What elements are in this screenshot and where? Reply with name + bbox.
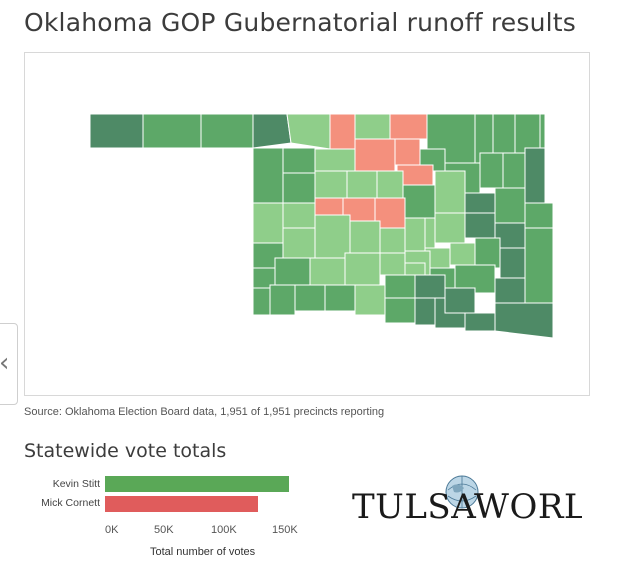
county-cherokee[interactable] xyxy=(494,187,526,224)
x-axis-label: Total number of votes xyxy=(150,546,256,558)
county-tillman[interactable] xyxy=(294,284,326,312)
county-choctaw[interactable] xyxy=(464,312,496,332)
county-garfield[interactable] xyxy=(354,138,396,172)
x-tick-2: 100K xyxy=(211,524,237,536)
county-okmulgee[interactable] xyxy=(434,212,466,244)
county-woods[interactable] xyxy=(286,113,331,150)
county-grady[interactable] xyxy=(349,220,381,254)
county-pottawatomie[interactable] xyxy=(404,217,426,252)
county-latimer[interactable] xyxy=(499,247,526,279)
county-kingfisher[interactable] xyxy=(346,170,378,199)
county-okfuskee[interactable] xyxy=(424,217,436,249)
county-wagoner[interactable] xyxy=(464,192,496,214)
county-delaware[interactable] xyxy=(524,147,546,204)
chevron-left-icon: ‹ xyxy=(0,348,10,378)
oklahoma-county-map[interactable] xyxy=(25,53,589,395)
county-major[interactable] xyxy=(314,148,356,172)
county-lincoln[interactable] xyxy=(402,184,436,219)
x-tick-3: 150K xyxy=(272,524,298,536)
county-johnston[interactable] xyxy=(414,274,446,299)
county-harper[interactable] xyxy=(252,113,292,149)
county-mccurtain[interactable] xyxy=(494,302,554,339)
county-craig[interactable] xyxy=(514,113,541,154)
page-title: Oklahoma GOP Gubernatorial runoff result… xyxy=(24,8,577,37)
tulsa-world-logo: TULSA WORLD xyxy=(352,470,614,530)
county-washita[interactable] xyxy=(282,227,316,259)
county-roger-mills[interactable] xyxy=(252,202,284,244)
county-caddo[interactable] xyxy=(314,214,351,259)
county-ellis[interactable] xyxy=(252,147,284,204)
county-jackson[interactable] xyxy=(269,284,296,316)
county-murray[interactable] xyxy=(404,262,426,276)
county-beaver[interactable] xyxy=(200,113,254,149)
county-le-flore[interactable] xyxy=(524,227,554,304)
county-adair[interactable] xyxy=(524,202,554,229)
county-harmon[interactable] xyxy=(252,287,271,316)
vote-totals-heading: Statewide vote totals xyxy=(24,440,227,462)
county-canadian[interactable] xyxy=(314,197,344,216)
bar-cornett[interactable] xyxy=(105,496,258,512)
county-custer[interactable] xyxy=(282,202,316,229)
county-mcclain[interactable] xyxy=(379,227,406,254)
county-jefferson[interactable] xyxy=(354,284,386,316)
county-haskell[interactable] xyxy=(474,237,501,269)
x-tick-0: 0K xyxy=(105,524,119,536)
county-carter[interactable] xyxy=(384,274,416,299)
svg-text:TULSA: TULSA xyxy=(352,487,476,527)
county-stephens[interactable] xyxy=(344,252,381,286)
panhandle xyxy=(89,113,254,149)
county-woodward[interactable] xyxy=(282,147,316,174)
previous-page-button[interactable]: ‹ xyxy=(0,323,18,405)
svg-text:WORLD: WORLD xyxy=(474,487,582,527)
county-mcintosh[interactable] xyxy=(449,242,476,266)
county-nowata[interactable] xyxy=(492,113,516,154)
bar-stitt[interactable] xyxy=(105,476,289,492)
x-tick-1: 50K xyxy=(154,524,174,536)
county-marshall[interactable] xyxy=(414,297,436,326)
bar-label-stitt: Kevin Stitt xyxy=(52,478,100,490)
county-mayes[interactable] xyxy=(502,152,526,194)
county-kiowa[interactable] xyxy=(274,257,311,286)
county-cotton[interactable] xyxy=(324,284,356,312)
county-garvin[interactable] xyxy=(379,252,406,276)
county-texas[interactable] xyxy=(142,113,202,149)
county-logan[interactable] xyxy=(376,170,404,199)
source-note: Source: Oklahoma Election Board data, 1,… xyxy=(24,406,385,418)
county-results-map[interactable] xyxy=(24,52,590,396)
county-love[interactable] xyxy=(384,297,416,324)
county-rogers[interactable] xyxy=(479,152,504,189)
county-noble[interactable] xyxy=(394,138,421,166)
county-kay[interactable] xyxy=(389,113,428,140)
county-dewey[interactable] xyxy=(282,172,316,204)
county-cimarron[interactable] xyxy=(89,113,144,149)
county-blaine[interactable] xyxy=(314,170,348,199)
county-grant[interactable] xyxy=(354,113,391,140)
county-alfalfa[interactable] xyxy=(329,113,356,150)
county-atoka[interactable] xyxy=(444,287,476,314)
bar-label-cornett: Mick Cornett xyxy=(41,497,100,509)
county-creek[interactable] xyxy=(434,170,466,214)
county-comanche[interactable] xyxy=(309,257,346,286)
county-muskogee[interactable] xyxy=(464,212,496,239)
